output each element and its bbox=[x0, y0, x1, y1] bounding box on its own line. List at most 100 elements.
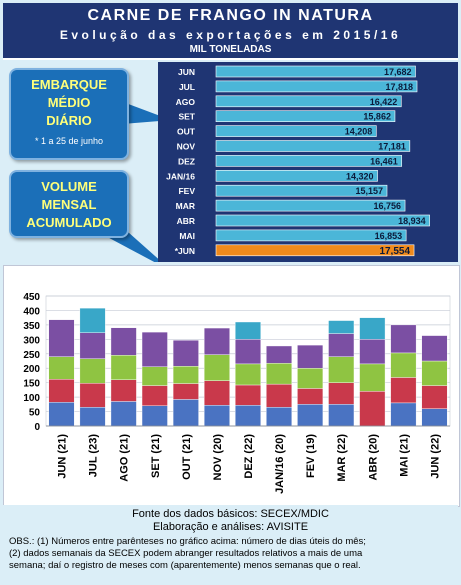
stacked-segment bbox=[79, 332, 106, 359]
stacked-segment bbox=[235, 321, 261, 340]
daily-category-label: ABR bbox=[177, 216, 195, 226]
x-category-label: JUN (21) bbox=[57, 434, 69, 479]
monthly-panel: 0 50 100 150 200 250 300 350 400 450 JUN (21) JUL (… bbox=[3, 265, 460, 507]
daily-bar bbox=[215, 184, 388, 197]
daily-bar bbox=[215, 199, 406, 212]
daily-category-label: MAR bbox=[176, 201, 195, 211]
stacked-segment bbox=[297, 368, 324, 389]
stacked-segment bbox=[421, 360, 448, 386]
stacked-segment bbox=[297, 404, 324, 427]
stacked-segment bbox=[390, 402, 417, 427]
daily-bar bbox=[215, 229, 407, 242]
stacked-segment bbox=[141, 331, 168, 367]
x-category-label: ABR (20) bbox=[367, 434, 379, 481]
y-tick-label: 450 bbox=[23, 292, 40, 303]
footer-source: Fonte dos dados básicos: SECEX/MDIC bbox=[132, 508, 329, 520]
chart-subtitle: Evolução das exportações em 2015/16 bbox=[59, 28, 402, 42]
daily-bar bbox=[215, 110, 396, 123]
daily-category-label: OUT bbox=[177, 127, 196, 137]
stacked-segment bbox=[359, 391, 386, 427]
y-tick-label: 0 bbox=[34, 422, 40, 433]
daily-category-label: NOV bbox=[177, 142, 196, 152]
daily-bar bbox=[215, 125, 377, 137]
units-label: MIL TONELADAS bbox=[189, 44, 272, 55]
daily-value-label: 17,818 bbox=[385, 82, 413, 92]
stacked-segment bbox=[203, 354, 230, 381]
daily-value-label: 15,862 bbox=[363, 112, 391, 122]
daily-callout-line2: MÉDIO bbox=[47, 95, 91, 110]
daily-category-label: JUN bbox=[178, 67, 195, 77]
monthly-callout: VOLUME MENSAL ACUMULADO bbox=[9, 170, 129, 238]
daily-bar bbox=[215, 155, 403, 167]
daily-value-label: 15,157 bbox=[355, 186, 383, 196]
stacked-segment bbox=[48, 319, 75, 357]
daily-category-label: JAN/16 bbox=[166, 171, 195, 181]
stacked-segment bbox=[203, 380, 230, 406]
stacked-segment bbox=[141, 405, 168, 427]
daily-average-chart: JUN 17,682 JUL 17,818 AGO 16,422 SET 15,862 OUT 1… bbox=[166, 65, 430, 257]
stacked-segment bbox=[328, 333, 355, 357]
monthly-callout-line1: VOLUME bbox=[41, 179, 97, 194]
y-tick-label: 200 bbox=[23, 364, 40, 375]
stacked-segment bbox=[79, 383, 106, 408]
daily-category-label: MAI bbox=[179, 231, 195, 241]
stacked-segment bbox=[297, 344, 324, 369]
stacked-segment bbox=[79, 307, 106, 333]
y-tick-label: 100 bbox=[23, 393, 40, 404]
stacked-segment bbox=[390, 324, 417, 354]
y-tick-label: 50 bbox=[29, 408, 41, 419]
stacked-segment bbox=[266, 345, 293, 364]
stacked-segment bbox=[390, 377, 417, 404]
stacked-segment bbox=[359, 339, 386, 365]
daily-bar bbox=[215, 95, 402, 108]
daily-value-label: 18,934 bbox=[398, 216, 426, 226]
daily-value-label: 16,756 bbox=[374, 201, 402, 211]
x-category-label: MAR (22) bbox=[336, 434, 348, 482]
stacked-segment bbox=[266, 407, 293, 427]
stacked-segment bbox=[79, 358, 106, 384]
callout-column: EMBARQUE MÉDIO DIÁRIO * 1 a 25 de junho … bbox=[3, 62, 158, 262]
stacked-segment bbox=[110, 401, 137, 427]
footer: Fonte dos dados básicos: SECEX/MDIC Elab… bbox=[3, 505, 458, 583]
stacked-segment bbox=[235, 384, 261, 406]
daily-value-label: 17,682 bbox=[384, 67, 412, 77]
x-category-label: OUT (21) bbox=[181, 434, 193, 480]
stacked-segment bbox=[359, 317, 386, 340]
stacked-segment bbox=[48, 402, 75, 427]
daily-category-label: DEZ bbox=[178, 156, 195, 166]
stacked-segment bbox=[141, 385, 168, 406]
daily-value-label: 17,181 bbox=[378, 142, 406, 152]
callout-pointers bbox=[98, 102, 158, 262]
x-category-label: FEV (19) bbox=[305, 434, 317, 478]
x-category-label: SET (21) bbox=[150, 434, 162, 478]
daily-callout-note: * 1 a 25 de junho bbox=[34, 136, 104, 146]
footer-obs-line3: semana; daí o registro de meses com (apa… bbox=[9, 560, 361, 571]
daily-chart-panel: JUN 17,682 JUL 17,818 AGO 16,422 SET 15,862 OUT 1… bbox=[158, 62, 458, 262]
stacked-segment bbox=[235, 404, 261, 427]
stacked-segment bbox=[421, 408, 448, 427]
daily-value-label: 17,554 bbox=[379, 246, 410, 257]
x-category-label: MAI (21) bbox=[398, 434, 410, 477]
stacked-segment bbox=[203, 327, 230, 355]
daily-bar bbox=[215, 244, 415, 257]
x-category-label: JUL (23) bbox=[88, 434, 100, 478]
daily-callout-line3: DIÁRIO bbox=[46, 113, 92, 128]
daily-category-label: AGO bbox=[176, 97, 196, 107]
chart-title: CARNE DE FRANGO IN NATURA bbox=[87, 7, 374, 24]
daily-bar bbox=[215, 65, 416, 78]
stacked-segment bbox=[110, 327, 137, 356]
y-tick-label: 400 bbox=[23, 306, 40, 317]
stacked-segment bbox=[110, 355, 137, 380]
stacked-segment bbox=[297, 388, 324, 405]
daily-value-label: 16,422 bbox=[370, 97, 398, 107]
daily-callout-pointer bbox=[123, 102, 158, 124]
daily-bar bbox=[215, 80, 418, 93]
stacked-segment bbox=[421, 335, 448, 362]
daily-value-label: 14,208 bbox=[345, 127, 373, 137]
footer-obs-line2: (2) dados semanais da SECEX podem abrang… bbox=[9, 548, 363, 559]
stacked-segment bbox=[172, 365, 199, 384]
stacked-segment bbox=[203, 404, 230, 427]
daily-bar bbox=[215, 140, 411, 152]
daily-value-label: 14,320 bbox=[346, 171, 374, 181]
